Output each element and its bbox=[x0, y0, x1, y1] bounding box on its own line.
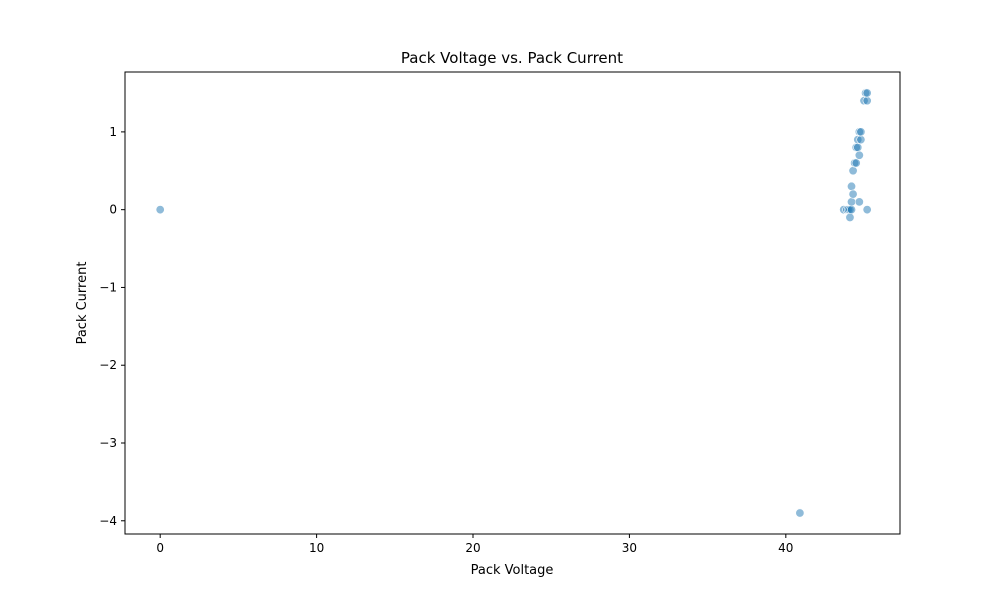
data-point bbox=[851, 158, 861, 168]
x-axis-label: Pack Voltage bbox=[471, 563, 554, 578]
data-point bbox=[856, 135, 866, 145]
data-point bbox=[155, 205, 165, 215]
data-point bbox=[847, 181, 857, 191]
data-point bbox=[853, 142, 863, 152]
data-point bbox=[856, 127, 866, 137]
y-tick-label: −4 bbox=[99, 514, 117, 528]
x-tick-label: 40 bbox=[778, 541, 793, 555]
data-point bbox=[862, 88, 872, 98]
x-tick-label: 20 bbox=[465, 541, 480, 555]
data-point bbox=[845, 212, 855, 222]
data-point bbox=[854, 150, 864, 160]
y-tick-label: 0 bbox=[109, 203, 117, 217]
chart-title: Pack Voltage vs. Pack Current bbox=[401, 49, 623, 67]
y-axis: 1 0 −1 −2 −3 −4 bbox=[99, 125, 125, 528]
x-axis: 0 10 20 30 40 bbox=[156, 534, 793, 555]
x-tick-label: 10 bbox=[309, 541, 324, 555]
data-point bbox=[854, 197, 864, 207]
data-point bbox=[848, 166, 858, 176]
x-tick-label: 30 bbox=[622, 541, 637, 555]
y-tick-label: −1 bbox=[99, 280, 117, 294]
data-point bbox=[795, 508, 805, 518]
plot-frame bbox=[124, 71, 901, 535]
data-point bbox=[847, 197, 857, 207]
data-point bbox=[847, 205, 857, 215]
data-points bbox=[155, 88, 872, 518]
y-tick-label: −2 bbox=[99, 358, 117, 372]
y-axis-label: Pack Current bbox=[75, 262, 90, 345]
data-point bbox=[862, 205, 872, 215]
data-point bbox=[862, 96, 872, 106]
y-tick-label: 1 bbox=[109, 125, 117, 139]
x-tick-label: 0 bbox=[156, 541, 164, 555]
data-point bbox=[848, 189, 858, 199]
y-tick-label: −3 bbox=[99, 436, 117, 450]
